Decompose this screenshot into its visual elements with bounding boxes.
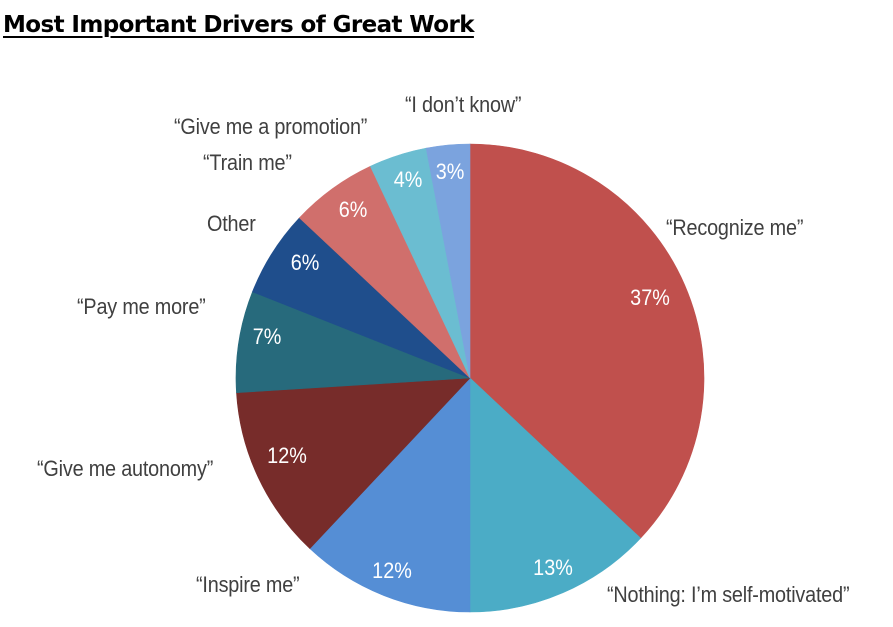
- slice-percent-label: 12%: [267, 443, 307, 468]
- slice-category-label: “Inspire me”: [196, 572, 300, 597]
- slice-percent-label: 12%: [372, 558, 412, 583]
- pie-slice: [469, 377, 642, 613]
- slice-category-label: “Give me autonomy”: [37, 456, 214, 481]
- pie-slice: [469, 143, 705, 539]
- pie-slice: [235, 291, 471, 394]
- slice-category-label: Other: [207, 211, 256, 236]
- slice-category-label: “Give me a promotion”: [174, 114, 368, 139]
- slice-percent-label: 37%: [630, 285, 670, 310]
- slice-percent-label: 4%: [393, 167, 423, 192]
- slice-percent-label: 6%: [338, 197, 368, 222]
- pie-slice: [236, 377, 471, 550]
- slice-percent-label: 13%: [533, 555, 573, 580]
- pie-slice: [425, 143, 471, 379]
- slice-percent-label: 3%: [435, 159, 465, 184]
- chart-title: Most Important Drivers of Great Work: [3, 12, 475, 38]
- pie-slice: [309, 377, 471, 613]
- slice-category-label: “Recognize me”: [666, 215, 804, 240]
- slice-category-label: “Pay me more”: [77, 294, 206, 319]
- slice-percent-label: 7%: [252, 324, 282, 349]
- slice-category-label: “Train me”: [203, 150, 292, 175]
- slice-category-label: “I don’t know”: [405, 92, 522, 117]
- slice-percent-label: 6%: [290, 250, 320, 275]
- slice-category-label: “Nothing: I’m self-motivated”: [607, 582, 850, 607]
